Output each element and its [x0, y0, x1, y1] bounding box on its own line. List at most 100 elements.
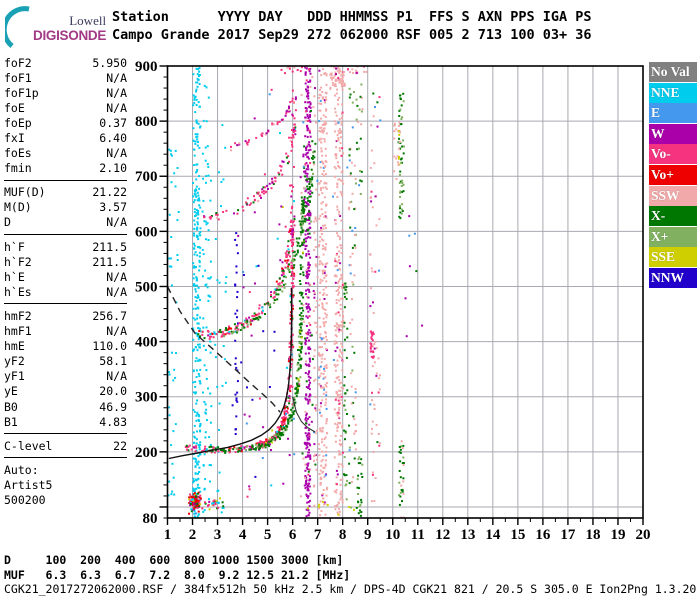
legend-item-noval: No Val	[649, 62, 697, 82]
svg-text:11: 11	[411, 527, 425, 543]
param-value: N/A	[106, 100, 127, 115]
param-value: 46.9	[99, 399, 127, 414]
header-field-names: Station YYYY DAY DDD HHMMSS P1 FFS S AXN…	[112, 9, 592, 25]
svg-text:1: 1	[164, 527, 172, 543]
param-label: C-level	[4, 438, 53, 453]
svg-text:600: 600	[135, 224, 158, 240]
param-label: 500200	[4, 492, 46, 507]
legend-item-sse: SSE	[649, 247, 697, 268]
echo-direction-legend: No Val NNE E W Vo- Vo+ SSW X- X+ SSE NNW	[649, 62, 697, 289]
param-label: Auto:	[4, 462, 39, 477]
param-row-fof1p: foF1p N/A	[4, 85, 127, 100]
param-value: 21.22	[92, 185, 127, 200]
param-label: yF2	[4, 354, 25, 369]
param-label: h`E	[4, 269, 25, 284]
param-label: h`F	[4, 239, 25, 254]
param-divider	[4, 303, 127, 305]
param-row-md: M(D) 3.57	[4, 200, 127, 215]
param-row-b0: B0 46.9	[4, 399, 127, 414]
param-value: 110.0	[92, 339, 127, 354]
svg-text:6: 6	[289, 527, 297, 543]
param-value: N/A	[106, 284, 127, 299]
param-row-hmf2: hmF2 256.7	[4, 308, 127, 323]
param-value: 211.5	[92, 254, 127, 269]
param-label: yE	[4, 384, 18, 399]
svg-text:500: 500	[135, 279, 158, 295]
lowell-digisonde-logo: Lowell DIGISONDE	[5, 5, 109, 51]
param-row-artist5: Artist5	[4, 477, 127, 492]
svg-text:20: 20	[636, 527, 651, 543]
svg-text:15: 15	[510, 527, 525, 543]
legend-item-vo: Vo+	[649, 164, 697, 185]
param-row-yf1: yF1 N/A	[4, 369, 127, 384]
param-row-ye: yE 20.0	[4, 384, 127, 399]
svg-text:2: 2	[189, 527, 197, 543]
param-row-fof2: foF2 5.950	[4, 55, 127, 70]
param-divider	[4, 234, 127, 236]
param-value: 22	[113, 438, 127, 453]
param-value: 3.57	[99, 200, 127, 215]
svg-text:8: 8	[339, 527, 347, 543]
param-row-mufd: MUF(D) 21.22	[4, 185, 127, 200]
logo-arc-icon	[5, 6, 30, 48]
legend-item-w: W	[649, 123, 697, 144]
param-label: B1	[4, 414, 18, 429]
svg-text:5: 5	[264, 527, 272, 543]
legend-item-nne: NNE	[649, 82, 697, 103]
svg-text:17: 17	[560, 527, 576, 543]
param-row-hes: h`Es N/A	[4, 284, 127, 299]
param-label: foE	[4, 100, 25, 115]
svg-text:700: 700	[135, 169, 158, 185]
param-label: M(D)	[4, 200, 32, 215]
svg-text:4: 4	[239, 527, 247, 543]
param-label: D	[4, 215, 11, 230]
svg-text:18: 18	[585, 527, 600, 543]
svg-text:7: 7	[314, 527, 322, 543]
svg-text:16: 16	[535, 527, 551, 543]
param-label: foF1p	[4, 85, 39, 100]
station-header: Station YYYY DAY DDD HHMMSS P1 FFS S AXN…	[112, 8, 592, 44]
param-row-hf2: h`F2 211.5	[4, 254, 127, 269]
logo-text-digisonde: DIGISONDE	[33, 27, 107, 43]
legend-item-e: E	[649, 103, 697, 124]
param-value: N/A	[106, 369, 127, 384]
svg-text:800: 800	[135, 114, 158, 130]
legend-item-nnw: NNW	[649, 267, 697, 288]
param-row-auto: Auto:	[4, 462, 127, 477]
param-label: foF2	[4, 55, 32, 70]
param-row-hme: hmE 110.0	[4, 339, 127, 354]
param-value: N/A	[106, 269, 127, 284]
param-label: fmin	[4, 161, 32, 176]
param-label: foEp	[4, 115, 32, 130]
param-row-clevel: C-level 22	[4, 438, 127, 453]
param-row-yf2: yF2 58.1	[4, 354, 127, 369]
param-value: N/A	[106, 85, 127, 100]
svg-text:12: 12	[435, 527, 450, 543]
param-value: N/A	[106, 324, 127, 339]
param-value: 6.40	[99, 131, 127, 146]
param-label: h`F2	[4, 254, 32, 269]
param-label: h`Es	[4, 284, 32, 299]
param-label: hmF1	[4, 324, 32, 339]
svg-text:19: 19	[610, 527, 625, 543]
param-value: N/A	[106, 146, 127, 161]
param-label: Artist5	[4, 477, 53, 492]
param-value: 58.1	[99, 354, 127, 369]
svg-text:400: 400	[135, 335, 158, 351]
scaled-parameters-panel: foF2 5.950 foF1 N/A foF1p N/A foE N/A foEp 0.37 fx…	[4, 55, 127, 508]
file-info-row: CGK21_2017272062000.RSF / 384fx512h 50 k…	[4, 582, 697, 597]
param-value: N/A	[106, 215, 127, 230]
muf-values-row: MUF 6.3 6.3 6.7 7.2 8.0 9.2 12.5 21.2 [M…	[4, 567, 351, 582]
param-row-500200: 500200	[4, 492, 127, 507]
param-divider	[4, 179, 127, 181]
logo-text-lowell: Lowell	[69, 12, 107, 28]
param-value: 211.5	[92, 239, 127, 254]
param-value: 4.83	[99, 414, 127, 429]
param-divider	[4, 457, 127, 459]
param-label: yF1	[4, 369, 25, 384]
param-row-he: h`E N/A	[4, 269, 127, 284]
legend-item-x: X+	[649, 226, 697, 247]
svg-text:10: 10	[385, 527, 400, 543]
param-value: N/A	[106, 70, 127, 85]
